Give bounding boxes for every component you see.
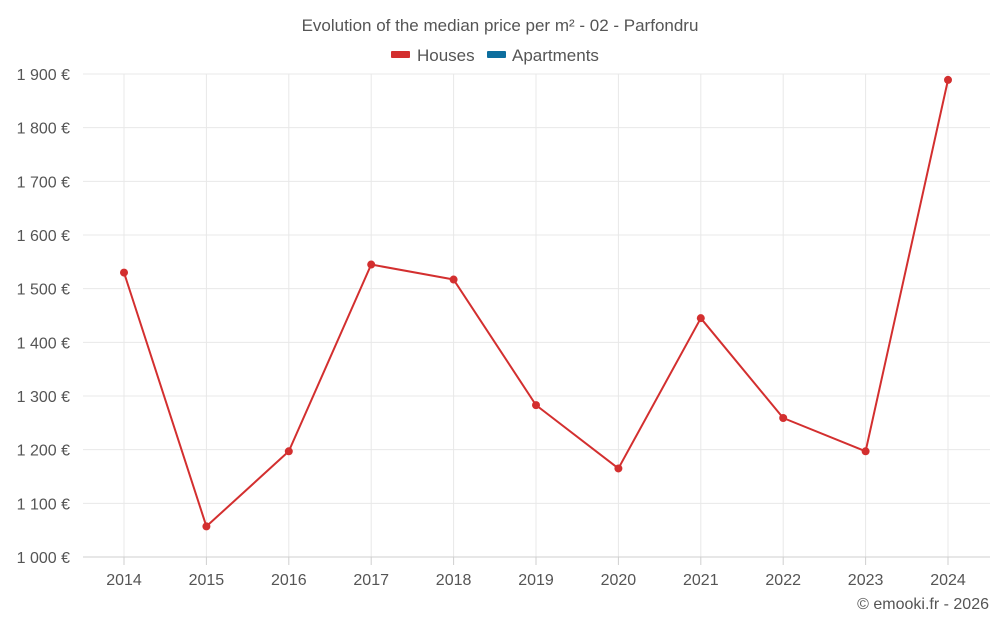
data-point-houses-2021[interactable]: [696, 314, 705, 323]
legend-item-apartments[interactable]: Apartments: [487, 46, 599, 65]
x-tick-label: 2017: [353, 572, 389, 589]
y-tick-label: 1 200 €: [17, 443, 70, 460]
y-tick-label: 1 100 €: [17, 496, 70, 513]
y-tick-label: 1 500 €: [17, 282, 70, 299]
y-tick-label: 1 400 €: [17, 335, 70, 352]
data-point-houses-2016[interactable]: [284, 447, 293, 456]
x-tick-label: 2015: [189, 572, 225, 589]
y-axis-labels: 1 000 € 1 100 € 1 200 € 1 300 € 1 400 € 1 500…: [17, 67, 70, 567]
data-point-houses-2022[interactable]: [779, 414, 788, 423]
data-point-houses-2017[interactable]: [367, 260, 376, 269]
y-tick-label: 1 300 €: [17, 389, 70, 406]
legend-label-apartments: Apartments: [512, 46, 599, 65]
credit-text: © emooki.fr - 2026: [857, 596, 989, 613]
x-tick-label: 2019: [518, 572, 554, 589]
data-point-houses-2020[interactable]: [614, 464, 623, 473]
x-tick-label: 2018: [436, 572, 472, 589]
y-tick-label: 1 900 €: [17, 67, 70, 84]
x-tick-label: 2022: [765, 572, 801, 589]
y-tick-label: 1 000 €: [17, 550, 70, 567]
legend: Houses Apartments: [391, 46, 599, 65]
x-tick-label: 2016: [271, 572, 307, 589]
chart-title: Evolution of the median price per m² - 0…: [302, 16, 699, 35]
legend-item-houses[interactable]: Houses: [391, 46, 475, 65]
legend-label-houses: Houses: [417, 46, 475, 65]
y-tick-label: 1 600 €: [17, 228, 70, 245]
legend-swatch-apartments: [487, 51, 506, 58]
x-tick-label: 2023: [848, 572, 884, 589]
x-axis-ticks: [123, 557, 949, 565]
data-point-houses-2024[interactable]: [944, 75, 952, 84]
x-gridlines: [123, 74, 949, 557]
data-point-houses-2018[interactable]: [449, 275, 458, 284]
y-tick-label: 1 700 €: [17, 174, 70, 191]
x-tick-label: 2020: [601, 572, 637, 589]
data-point-houses-2019[interactable]: [532, 401, 540, 410]
x-axis-labels: 2014 2015 2016 2017 2018 2019 2020 2021 2022 2023…: [106, 572, 966, 589]
series-points: [120, 75, 952, 531]
x-tick-label: 2014: [106, 572, 142, 589]
x-tick-label: 2024: [930, 572, 966, 589]
data-point-houses-2023[interactable]: [861, 447, 870, 456]
legend-swatch-houses: [391, 51, 410, 58]
data-point-houses-2015[interactable]: [202, 522, 211, 531]
data-point-houses-2014[interactable]: [120, 268, 128, 277]
y-tick-label: 1 800 €: [17, 121, 70, 138]
x-tick-label: 2021: [683, 572, 719, 589]
